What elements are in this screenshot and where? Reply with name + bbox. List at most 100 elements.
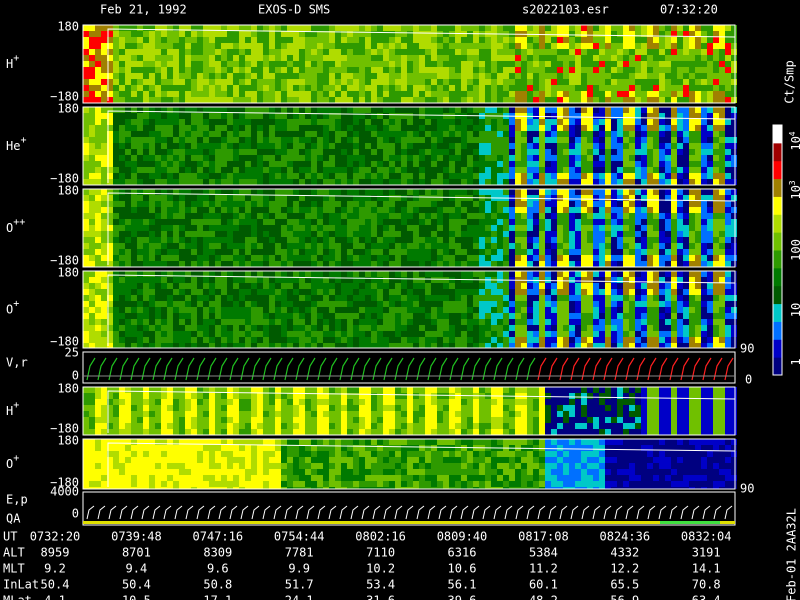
spectrogram-cell (257, 37, 263, 43)
spectrogram-cell (317, 213, 323, 219)
spectrogram-cell (179, 343, 185, 348)
spectrogram-cell (467, 149, 473, 155)
spectrogram-cell (401, 249, 407, 255)
spectrogram-cell (467, 73, 473, 79)
spectrogram-cell (485, 213, 491, 219)
spectrogram-cell (323, 213, 329, 219)
spectrogram-cell (353, 73, 359, 79)
spectrogram-cell (407, 255, 413, 261)
spectrogram-cell (377, 243, 383, 249)
spectrogram-cell (599, 67, 605, 73)
spectrogram-cell (329, 167, 335, 173)
spectrogram-cell (125, 137, 131, 143)
spectrogram-cell (95, 237, 101, 243)
spectrogram-cell (155, 261, 161, 267)
spectrogram-cell (599, 91, 605, 97)
spectrogram-cell (395, 55, 401, 61)
spectrogram-cell (641, 231, 647, 237)
spectrogram-cell (395, 149, 401, 155)
spectrogram-cell (641, 213, 647, 219)
spectrogram-cell (197, 91, 203, 97)
spectrogram-cell (605, 91, 611, 97)
spectrogram-cell (545, 25, 551, 31)
spectrogram-cell (359, 283, 365, 289)
spectrogram-cell (437, 213, 443, 219)
spectrogram-cell (557, 213, 563, 219)
spectrogram-cell (437, 55, 443, 61)
spectrogram-cell (719, 155, 725, 161)
spectrogram-cell (209, 271, 215, 277)
spectrogram-cell (161, 161, 167, 167)
spectrogram-cell (281, 43, 287, 49)
spectrogram-cell (497, 249, 503, 255)
spectrogram-cell (215, 343, 221, 348)
spectrogram-cell (347, 295, 353, 301)
spectrogram-cell (551, 107, 557, 113)
spectrogram-cell (461, 107, 467, 113)
spectrogram-cell (143, 119, 149, 125)
spectrogram-cell (203, 67, 209, 73)
spectrogram-cell (263, 143, 269, 149)
spectrogram-cell (401, 161, 407, 167)
spectrogram-cell (563, 137, 569, 143)
spectrogram-cell (155, 25, 161, 31)
spectrogram-cell (671, 249, 677, 255)
spectrogram-cell (659, 137, 665, 143)
spectrogram-cell (89, 61, 95, 67)
spectrogram-cell (275, 283, 281, 289)
spectrogram-cell (209, 173, 215, 179)
spectrogram-cell (623, 173, 629, 179)
spectrogram-cell (377, 271, 383, 277)
spectrogram-cell (647, 213, 653, 219)
spectrogram-cell (113, 55, 119, 61)
spectrogram-cell (311, 231, 317, 237)
spectrogram-cell (275, 79, 281, 85)
spectrogram-cell (407, 143, 413, 149)
spectrogram-cell (551, 131, 557, 137)
spectrogram-cell (197, 301, 203, 307)
spectrogram-cell (119, 61, 125, 67)
spectrogram-cell (113, 207, 119, 213)
spectrogram-cell (239, 91, 245, 97)
spectrogram-cell (371, 337, 377, 343)
spectrogram-cell (347, 307, 353, 313)
spectrogram-cell (359, 261, 365, 267)
spectrogram-cell (659, 79, 665, 85)
spectrogram-cell (143, 201, 149, 207)
spectrogram-cell (209, 331, 215, 337)
spectrogram-cell (395, 167, 401, 173)
spectrogram-cell (347, 283, 353, 289)
spectrogram-cell (305, 249, 311, 255)
spectrogram-cell (191, 131, 197, 137)
spectrogram-cell (227, 289, 233, 295)
spectrogram-cell (503, 49, 509, 55)
spectrogram-cell (653, 49, 659, 55)
spectrogram-cell (95, 37, 101, 43)
spectrogram-cell (137, 243, 143, 249)
spectrogram-cell (293, 149, 299, 155)
spectrogram-cell (461, 207, 467, 213)
spectrogram-cell (299, 213, 305, 219)
spectrogram-cell (593, 131, 599, 137)
spectrogram-cell (617, 167, 623, 173)
spectrogram-cell (209, 255, 215, 261)
spectrogram-cell (581, 137, 587, 143)
spectrogram-cell (131, 307, 137, 313)
spectrogram-cell (623, 73, 629, 79)
spectrogram-cell (197, 325, 203, 331)
spectrogram-cell (665, 143, 671, 149)
spectrogram-cell (323, 319, 329, 325)
spectrogram-cell (617, 173, 623, 179)
spectrogram-cell (647, 43, 653, 49)
spectrogram-cell (671, 91, 677, 97)
spectrogram-cell (383, 61, 389, 67)
spectrogram-cell (329, 195, 335, 201)
spectrogram-cell (473, 255, 479, 261)
spectrogram-cell (179, 149, 185, 155)
spectrogram-cell (197, 307, 203, 313)
spectrogram-cell (491, 67, 497, 73)
spectrogram-cell (131, 237, 137, 243)
spectrogram-cell (623, 61, 629, 67)
spectrogram-cell (245, 149, 251, 155)
spectrogram-cell (149, 113, 155, 119)
